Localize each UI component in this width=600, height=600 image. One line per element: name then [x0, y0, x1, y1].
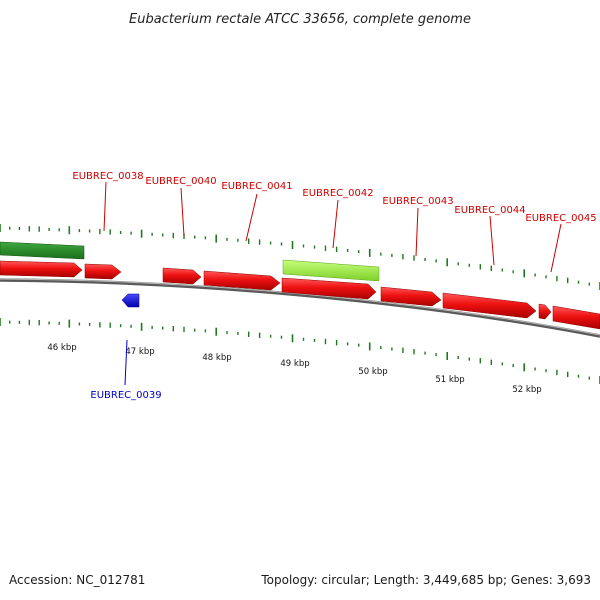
gene-label-0038[interactable]: EUBREC_0038	[72, 171, 143, 182]
feature-cds-0038[interactable]	[84, 263, 122, 280]
kbp-label-52: 52 kbp	[512, 385, 541, 395]
leader-line-0045	[550, 223, 562, 273]
leader-line-0039	[124, 339, 128, 386]
kbp-label-49: 49 kbp	[280, 359, 309, 369]
leader-line-0043	[415, 207, 419, 257]
map-title: Eubacterium rectale ATCC 33656, complete…	[129, 12, 471, 27]
kbp-label-50: 50 kbp	[358, 367, 387, 377]
gene-label-0045[interactable]: EUBREC_0045	[525, 213, 596, 224]
gene-label-0039[interactable]: EUBREC_0039	[90, 390, 161, 401]
gene-label-0040[interactable]: EUBREC_0040	[145, 176, 216, 187]
inner-tick-ring	[0, 318, 600, 384]
gene-label-0044[interactable]: EUBREC_0044	[454, 205, 525, 216]
gene-label-0041[interactable]: EUBREC_0041	[221, 181, 292, 192]
leader-line-0040	[180, 187, 185, 237]
feature-cds-0043[interactable]	[380, 286, 442, 307]
genome-backbone-highlight	[0, 278, 600, 336]
kbp-label-51: 51 kbp	[435, 375, 464, 385]
kbp-label-47: 47 kbp	[125, 347, 154, 357]
kbp-label-46: 46 kbp	[47, 343, 76, 353]
genome-backbone	[0, 278, 600, 338]
feature-cds-0042[interactable]	[281, 277, 377, 300]
leader-line-0041	[245, 193, 258, 242]
accession-text: Accession: NC_012781	[9, 573, 146, 587]
feature-rna-green[interactable]	[0, 241, 85, 260]
genome-summary-text: Topology: circular; Length: 3,449,685 bp…	[261, 573, 591, 587]
feature-cds-0040[interactable]	[162, 267, 202, 285]
feature-highlight-0042[interactable]	[282, 259, 380, 282]
leader-line-0038	[103, 181, 107, 232]
leader-line-0042	[332, 199, 339, 249]
feature-cds-0039[interactable]	[121, 293, 140, 308]
leader-line-0044	[489, 215, 495, 266]
feature-cds-0037[interactable]	[0, 260, 83, 278]
feature-cds-0046[interactable]	[552, 305, 600, 330]
gene-label-0042[interactable]: EUBREC_0042	[302, 188, 373, 199]
gene-label-0043[interactable]: EUBREC_0043	[382, 196, 453, 207]
kbp-label-48: 48 kbp	[202, 353, 231, 363]
outer-tick-ring	[0, 224, 600, 290]
feature-cds-0041[interactable]	[203, 270, 281, 291]
feature-cds-0045[interactable]	[538, 303, 552, 320]
feature-cds-0044[interactable]	[442, 292, 537, 319]
